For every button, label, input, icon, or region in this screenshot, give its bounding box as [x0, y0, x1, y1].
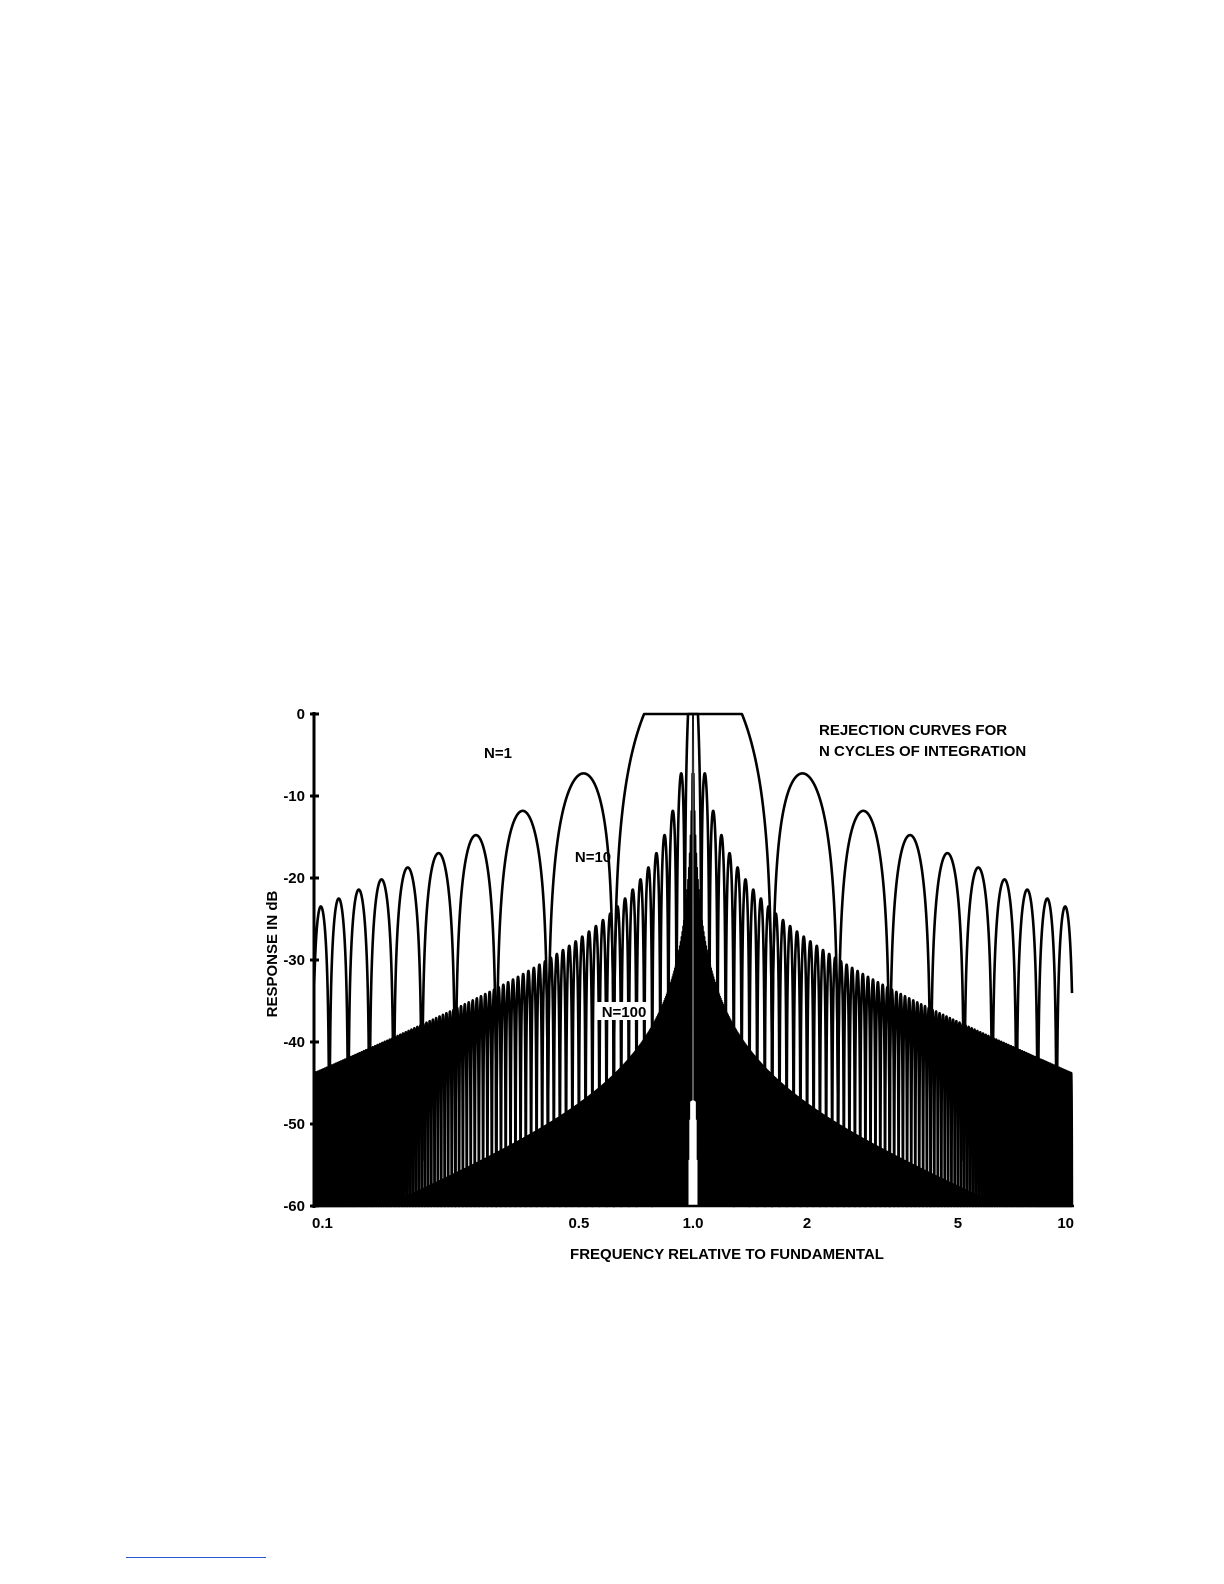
x-tick-label: 1.0 [683, 1215, 704, 1232]
x-tick-label: 10 [1057, 1215, 1074, 1232]
chart-title-line-2: N CYCLES OF INTEGRATION [819, 743, 1026, 760]
label-n100-backdrop [597, 1002, 649, 1020]
y-tick-label: 0 [297, 706, 305, 723]
x-axis-ticks: 0.1 0.5 1.0 2 5 10 [312, 1215, 1074, 1232]
y-tick-label: -20 [283, 870, 305, 887]
chart-title-line-1: REJECTION CURVES FOR [819, 722, 1007, 739]
x-tick-label: 0.1 [312, 1215, 333, 1232]
label-n1: N=1 [484, 745, 512, 762]
series-line-n10 [312, 712, 1074, 1208]
y-tick-label: -10 [283, 788, 305, 805]
y-tick-label: -50 [283, 1116, 305, 1133]
label-n10: N=10 [575, 849, 611, 866]
footnote-rule [126, 1557, 266, 1558]
curves-layer [312, 712, 1074, 1208]
y-tick-label: -30 [283, 952, 305, 969]
x-tick-label: 0.5 [568, 1215, 589, 1232]
y-axis-ticks: 0 -10 -20 -30 -40 -50 -60 [283, 706, 319, 1215]
x-tick-label: 5 [954, 1215, 962, 1232]
x-axis-title: FREQUENCY RELATIVE TO FUNDAMENTAL [570, 1246, 884, 1263]
y-tick-label: -40 [283, 1034, 305, 1051]
series-line-n100 [313, 713, 1073, 1207]
x-tick-label: 2 [803, 1215, 811, 1232]
label-n100: N=100 [602, 1004, 647, 1021]
y-axis-title: RESPONSE IN dB [264, 890, 281, 1017]
y-tick-label: -60 [283, 1198, 305, 1215]
